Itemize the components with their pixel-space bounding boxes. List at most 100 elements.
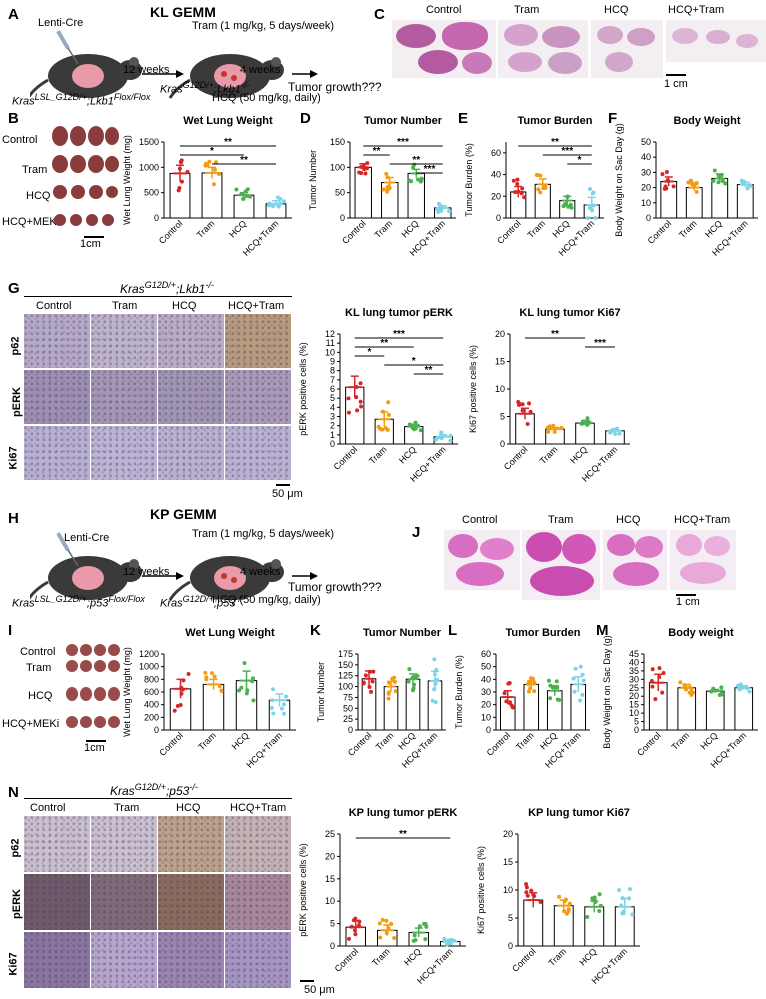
significance-label: *** [397, 137, 409, 148]
data-point [411, 165, 416, 170]
g-divider [24, 296, 292, 297]
y-tick-label: 30 [629, 674, 639, 684]
data-point [671, 184, 676, 189]
bar [201, 172, 223, 219]
data-point [270, 204, 275, 209]
data-point [172, 708, 177, 713]
syringe-icon [56, 30, 79, 65]
kl-tram-dose: Tram (1 mg/kg, 5 days/week) [192, 20, 335, 32]
panel-letter-j: J [412, 524, 421, 541]
data-point [213, 160, 218, 165]
data-point [578, 664, 583, 669]
y-axis-label: Tumor Number [316, 662, 326, 722]
y-axis-label: Tumor Number [308, 150, 318, 210]
chart-title: KL lung tumor pERK [345, 307, 453, 319]
chart-title: Tumor Burden [518, 115, 593, 127]
data-point [585, 416, 590, 421]
kp-weeks12: 12 weeks [123, 566, 170, 578]
data-point [515, 182, 520, 187]
data-point [571, 676, 576, 681]
kp-schematic [30, 532, 318, 601]
data-point [735, 683, 740, 688]
kl-hcq-dose: HCQ (50 mg/kg, daily) [212, 92, 321, 104]
significance-label: ** [551, 137, 559, 148]
data-point [630, 912, 635, 917]
n-ihc-grid [24, 816, 292, 990]
data-point [650, 684, 655, 689]
y-tick-label: 0 [330, 941, 335, 951]
data-point [527, 401, 532, 406]
y-tick-label: 8 [330, 366, 335, 376]
ihc-image [24, 874, 90, 930]
data-point [585, 216, 590, 220]
kp-weeks4: 4 weeks [240, 566, 281, 578]
y-tick-label: 0 [348, 725, 353, 735]
kl-genotype-left: KrasLSL_G12D/+;Lkb1Flox/Flox [12, 92, 151, 108]
data-point [694, 189, 699, 194]
ihc-image [24, 932, 90, 988]
y-tick-label: 25 [325, 829, 335, 839]
y-tick-label: 100 [338, 682, 353, 692]
ihc-image [91, 426, 157, 480]
y-tick-label: 10 [629, 708, 639, 718]
data-point [241, 196, 246, 201]
data-point [417, 924, 422, 929]
y-tick-label: 0 [508, 941, 513, 951]
data-point [660, 172, 665, 177]
y-tick-label: 9 [330, 357, 335, 367]
significance-label: ** [373, 146, 381, 157]
chart-n-perk: KP lung tumor pERK pERK positive cells (%… [298, 807, 466, 986]
g-scale-label: 50 μm [272, 488, 303, 500]
data-point [534, 172, 539, 177]
x-tick-label: Control [635, 730, 663, 758]
y-tick-label: 30 [481, 687, 491, 697]
data-point [585, 914, 590, 919]
g-col-hcq-tram: HCQ+Tram [228, 300, 285, 312]
data-point [510, 705, 515, 710]
n-col-tram: Tram [114, 802, 140, 814]
y-axis-label: Ki67 positive cells (%) [476, 846, 486, 934]
chart-title: Wet Lung Weight [185, 627, 275, 639]
data-point [271, 711, 276, 716]
data-point [657, 666, 662, 671]
n-genotype-title: KrasG12D/+;p53-/- [110, 782, 198, 798]
n-col-hcq: HCQ [176, 802, 201, 814]
data-point [653, 697, 658, 702]
data-point [355, 408, 360, 413]
data-point [392, 675, 397, 680]
j-label-tram: Tram [548, 514, 574, 526]
x-tick-label: HCQ [402, 946, 423, 967]
y-tick-label: 1500 [139, 137, 159, 147]
data-point [407, 667, 412, 672]
y-axis-label: Tumor Burden (%) [454, 655, 464, 729]
y-tick-label: 30 [641, 167, 651, 177]
data-point [529, 888, 534, 893]
photo-label-hcq: HCQ [26, 190, 51, 202]
y-axis-label: Tumor Burden (%) [464, 143, 474, 217]
kp-lung-photos: Control Tram HCQ HCQ+MEKi [0, 620, 120, 740]
bar [575, 422, 595, 445]
y-tick-label: 10 [495, 384, 505, 394]
ihc-image [158, 370, 224, 424]
bar [736, 184, 754, 219]
y-tick-label: 175 [338, 649, 353, 659]
data-point [569, 205, 574, 210]
data-point [418, 428, 423, 433]
y-tick-label: 20 [503, 829, 513, 839]
significance-label: * [210, 146, 214, 157]
ihc-image [225, 932, 291, 988]
data-point [578, 698, 583, 703]
data-point [526, 689, 531, 694]
data-point [419, 176, 424, 181]
y-tick-label: 400 [144, 700, 159, 710]
j-scale-bar [676, 594, 696, 596]
x-tick-label: Tram [372, 218, 394, 240]
y-tick-label: 0 [340, 213, 345, 223]
n-scale-label: 50 μm [304, 984, 335, 996]
x-tick-label: HCQ [230, 730, 251, 751]
j-photo-hcq-tram [670, 530, 736, 590]
data-point [711, 179, 716, 184]
data-point [745, 186, 750, 191]
